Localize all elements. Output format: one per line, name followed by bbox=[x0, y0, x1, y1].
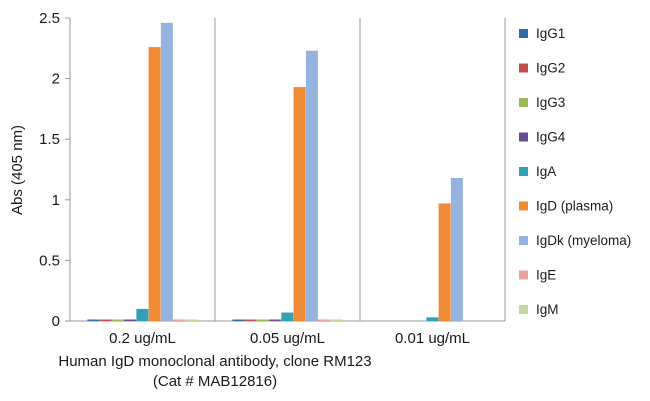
x-axis: 0.2 ug/mL 0.05 ug/mL 0.01 ug/mL bbox=[109, 330, 470, 347]
bar bbox=[160, 22, 173, 321]
x-axis-title-line-2: (Cat # MAB12816) bbox=[153, 373, 277, 390]
x-category-label: 0.01 ug/mL bbox=[395, 330, 470, 347]
bar bbox=[232, 319, 245, 321]
bar bbox=[244, 319, 257, 321]
legend-label: IgM bbox=[536, 302, 559, 317]
legend-swatch bbox=[519, 29, 528, 38]
bar bbox=[293, 87, 306, 321]
legend-swatch bbox=[519, 98, 528, 107]
y-tick-label: 0.5 bbox=[39, 252, 60, 269]
y-tick-label: 1 bbox=[52, 192, 60, 209]
legend-label: IgDk (myeloma) bbox=[536, 233, 631, 248]
bar bbox=[111, 319, 124, 321]
legend-label: IgG2 bbox=[536, 61, 565, 76]
y-tick-label: 2 bbox=[52, 71, 60, 88]
bar bbox=[269, 319, 282, 321]
y-axis: 0 0.5 1 1.5 2 2.5 bbox=[39, 10, 70, 330]
legend-swatch bbox=[519, 201, 528, 211]
bar bbox=[87, 319, 100, 321]
bar bbox=[305, 50, 318, 321]
legend-swatch bbox=[519, 236, 528, 245]
legend: IgG1 IgG2 IgG3 IgG4 IgA IgD (plasma) IgDk (mye… bbox=[519, 26, 631, 317]
legend-swatch bbox=[519, 167, 528, 176]
legend-swatch bbox=[519, 63, 528, 73]
bar bbox=[330, 319, 343, 321]
x-category-label: 0.05 ug/mL bbox=[250, 330, 325, 347]
legend-label: IgA bbox=[536, 164, 556, 179]
x-category-label: 0.2 ug/mL bbox=[109, 330, 176, 347]
legend-swatch bbox=[519, 305, 528, 314]
bar bbox=[281, 312, 294, 321]
bar bbox=[185, 319, 198, 321]
legend-label: IgG1 bbox=[536, 26, 565, 41]
legend-label: IgE bbox=[536, 268, 556, 283]
y-axis-title: Abs (405 nm) bbox=[9, 125, 26, 215]
bar bbox=[173, 319, 186, 321]
bar bbox=[318, 319, 331, 321]
bar bbox=[256, 319, 269, 321]
legend-label: IgG4 bbox=[536, 130, 566, 145]
bar bbox=[148, 47, 161, 322]
legend-label: IgD (plasma) bbox=[536, 199, 613, 214]
bar bbox=[438, 203, 451, 321]
y-tick-label: 0 bbox=[52, 313, 60, 330]
legend-swatch bbox=[519, 132, 528, 142]
bar bbox=[426, 317, 439, 321]
legend-swatch bbox=[519, 270, 528, 280]
y-tick-label: 1.5 bbox=[39, 131, 60, 148]
bars bbox=[87, 22, 463, 322]
legend-label: IgG3 bbox=[536, 95, 565, 110]
y-tick-label: 2.5 bbox=[39, 10, 60, 27]
bar bbox=[99, 319, 112, 321]
x-axis-title-line-1: Human IgD monoclonal antibody, clone RM1… bbox=[58, 353, 371, 370]
bar bbox=[450, 177, 463, 321]
bar bbox=[136, 308, 149, 321]
bar bbox=[124, 319, 137, 321]
